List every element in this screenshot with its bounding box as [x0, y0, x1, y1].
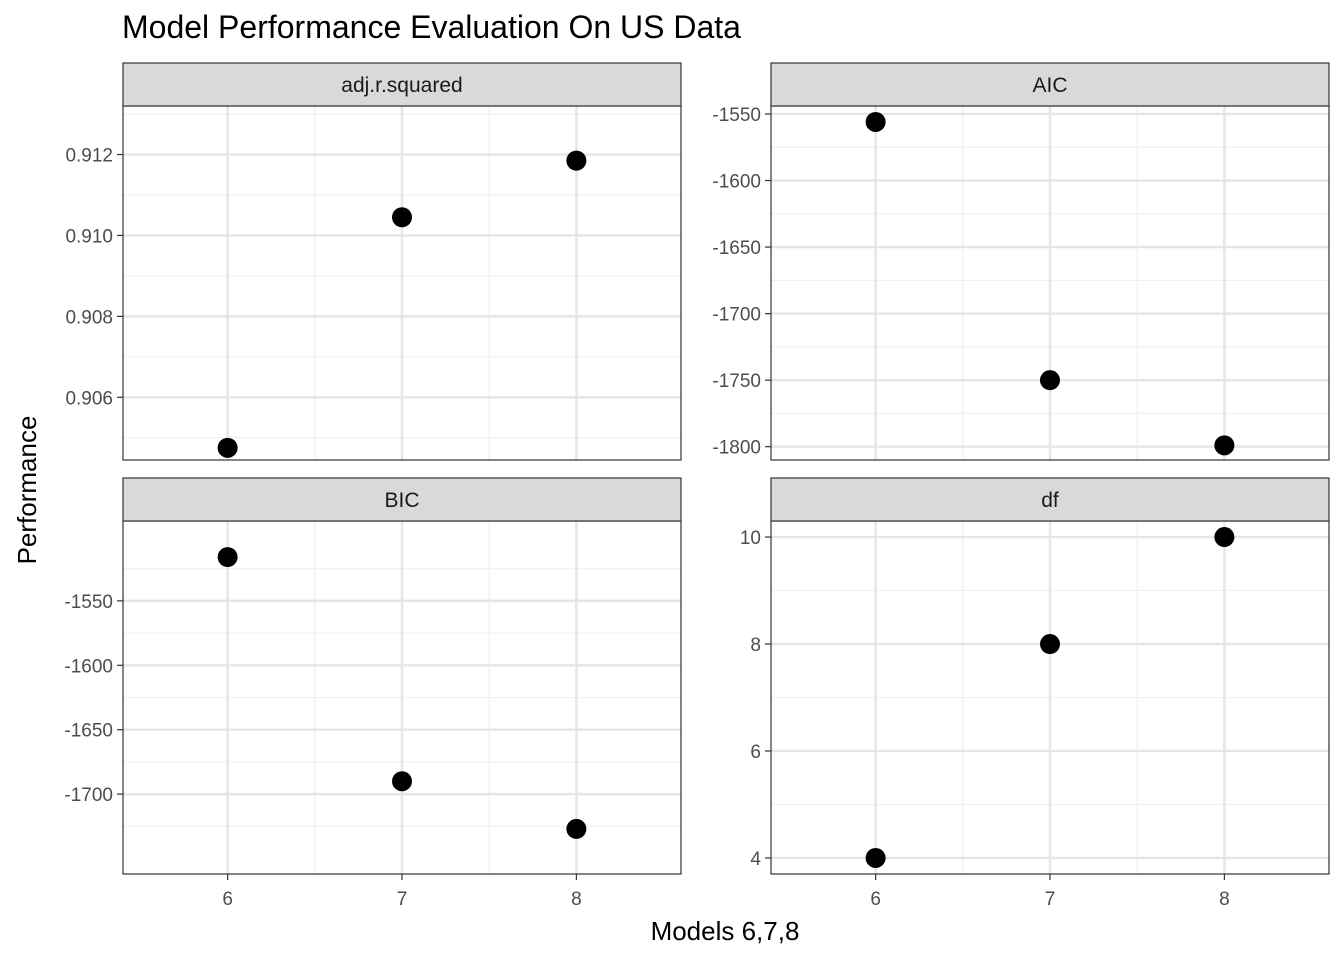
y-tick-label: 10 [740, 528, 761, 549]
x-tick-label: 6 [222, 889, 233, 910]
y-tick-label: 0.908 [65, 307, 113, 328]
facet-strip-label: BIC [384, 489, 419, 512]
data-point [865, 111, 886, 132]
data-point [1214, 435, 1235, 456]
y-tick-label: -1700 [712, 305, 761, 326]
x-tick-label: 7 [397, 889, 408, 910]
facet-panel-BIC: BIC -1700 -1650 -1600 -1550 6 7 8 [64, 477, 682, 910]
facet-strip [770, 477, 1330, 522]
y-tick-label: -1550 [64, 592, 113, 613]
data-point [566, 150, 587, 171]
x-tick-label: 7 [1045, 889, 1056, 910]
y-tick-label: 4 [750, 849, 761, 870]
facet-strip-label: adj.r.squared [341, 74, 462, 97]
x-tick-label: 8 [571, 889, 582, 910]
chart-title: Model Performance Evaluation On US Data [122, 9, 741, 45]
y-tick-label: -1600 [712, 172, 761, 193]
x-tick-label: 8 [1219, 889, 1230, 910]
y-tick-label: -1600 [64, 656, 113, 677]
data-point [1040, 634, 1060, 655]
facet-strip [122, 477, 682, 522]
facet-panels: adj.r.squared 0.906 0.908 0.910 0.912 AIC -180… [64, 62, 1330, 910]
y-tick-label: -1650 [712, 238, 761, 259]
y-tick-label: 0.912 [65, 146, 113, 167]
y-tick-label: -1700 [64, 785, 113, 806]
y-tick-label: 0.910 [65, 226, 113, 247]
data-point [1040, 370, 1060, 391]
data-point [566, 818, 587, 839]
facet-strip-label: AIC [1032, 74, 1067, 97]
data-point [392, 207, 412, 228]
data-point [1214, 527, 1235, 548]
y-tick-label: 8 [750, 635, 761, 656]
data-point [217, 547, 238, 568]
y-tick-label: -1550 [712, 105, 761, 126]
facet-strip-label: df [1041, 489, 1059, 512]
facet-panel-AIC: AIC -1800 -1750 -1700 -1650 -1600 -1550 [712, 62, 1330, 461]
y-tick-label: 6 [750, 742, 761, 763]
x-axis-title: Models 6,7,8 [651, 916, 800, 946]
y-tick-label: -1650 [64, 721, 113, 742]
x-tick-label: 6 [870, 889, 881, 910]
facet-strip [122, 62, 682, 107]
facet-strip [770, 62, 1330, 107]
y-tick-label: -1800 [712, 438, 761, 459]
data-point [865, 847, 886, 868]
facet-panel-df: df 4 6 8 10 6 7 8 [740, 477, 1330, 910]
data-point [217, 437, 238, 458]
y-tick-label: 0.906 [65, 388, 113, 409]
facet-panel-adj-r-squared: adj.r.squared 0.906 0.908 0.910 0.912 [65, 62, 682, 461]
y-axis-title: Performance [12, 416, 42, 565]
data-point [392, 771, 412, 792]
y-tick-label: -1750 [712, 371, 761, 392]
